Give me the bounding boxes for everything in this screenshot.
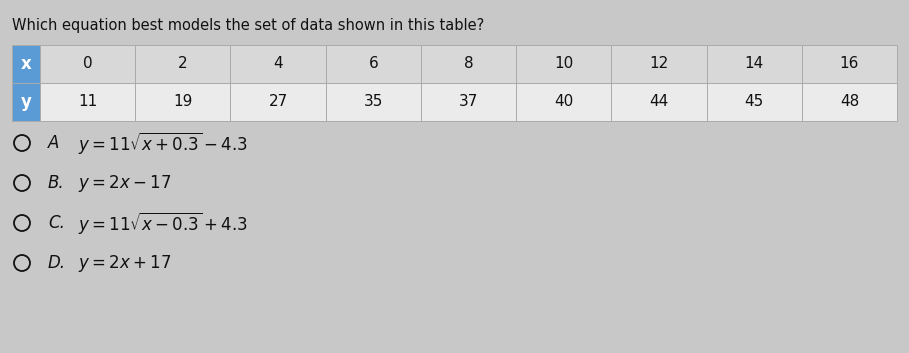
Text: A: A bbox=[48, 134, 59, 152]
Text: 6: 6 bbox=[368, 56, 378, 72]
Text: 0: 0 bbox=[83, 56, 93, 72]
Text: y: y bbox=[21, 93, 32, 111]
Bar bbox=[802, 83, 897, 121]
Text: 37: 37 bbox=[459, 95, 478, 109]
Bar bbox=[12, 83, 40, 121]
Text: $y = 2x + 17$: $y = 2x + 17$ bbox=[78, 252, 171, 274]
Text: $y = 2x - 17$: $y = 2x - 17$ bbox=[78, 173, 171, 193]
Text: 48: 48 bbox=[840, 95, 859, 109]
Text: 35: 35 bbox=[364, 95, 383, 109]
Bar bbox=[231, 83, 325, 121]
Text: 4: 4 bbox=[274, 56, 283, 72]
Bar bbox=[421, 83, 516, 121]
Text: $y = 11\sqrt{x + 0.3} - 4.3$: $y = 11\sqrt{x + 0.3} - 4.3$ bbox=[78, 130, 248, 156]
Bar bbox=[706, 83, 802, 121]
Bar bbox=[135, 83, 231, 121]
Bar bbox=[516, 83, 612, 121]
Bar bbox=[12, 45, 40, 83]
Text: D.: D. bbox=[48, 254, 66, 272]
Bar bbox=[802, 45, 897, 83]
Bar bbox=[135, 45, 231, 83]
Text: B.: B. bbox=[48, 174, 65, 192]
Text: x: x bbox=[21, 55, 32, 73]
Bar bbox=[231, 45, 325, 83]
Bar bbox=[612, 45, 706, 83]
Text: 11: 11 bbox=[78, 95, 97, 109]
Bar bbox=[40, 45, 135, 83]
Text: 19: 19 bbox=[173, 95, 193, 109]
Bar bbox=[325, 45, 421, 83]
Text: C.: C. bbox=[48, 214, 65, 232]
Text: 12: 12 bbox=[649, 56, 668, 72]
Bar bbox=[40, 83, 135, 121]
Bar bbox=[612, 83, 706, 121]
Text: $y = 11\sqrt{x - 0.3} + 4.3$: $y = 11\sqrt{x - 0.3} + 4.3$ bbox=[78, 210, 248, 236]
Text: 40: 40 bbox=[554, 95, 574, 109]
Bar bbox=[706, 45, 802, 83]
Text: 16: 16 bbox=[840, 56, 859, 72]
Text: 27: 27 bbox=[268, 95, 287, 109]
Text: 10: 10 bbox=[554, 56, 574, 72]
Bar bbox=[421, 45, 516, 83]
Text: 45: 45 bbox=[744, 95, 764, 109]
Text: 8: 8 bbox=[464, 56, 474, 72]
Bar bbox=[516, 45, 612, 83]
Text: 14: 14 bbox=[744, 56, 764, 72]
Text: 44: 44 bbox=[649, 95, 668, 109]
Text: Which equation best models the set of data shown in this table?: Which equation best models the set of da… bbox=[12, 18, 484, 33]
Text: 2: 2 bbox=[178, 56, 187, 72]
Bar bbox=[325, 83, 421, 121]
